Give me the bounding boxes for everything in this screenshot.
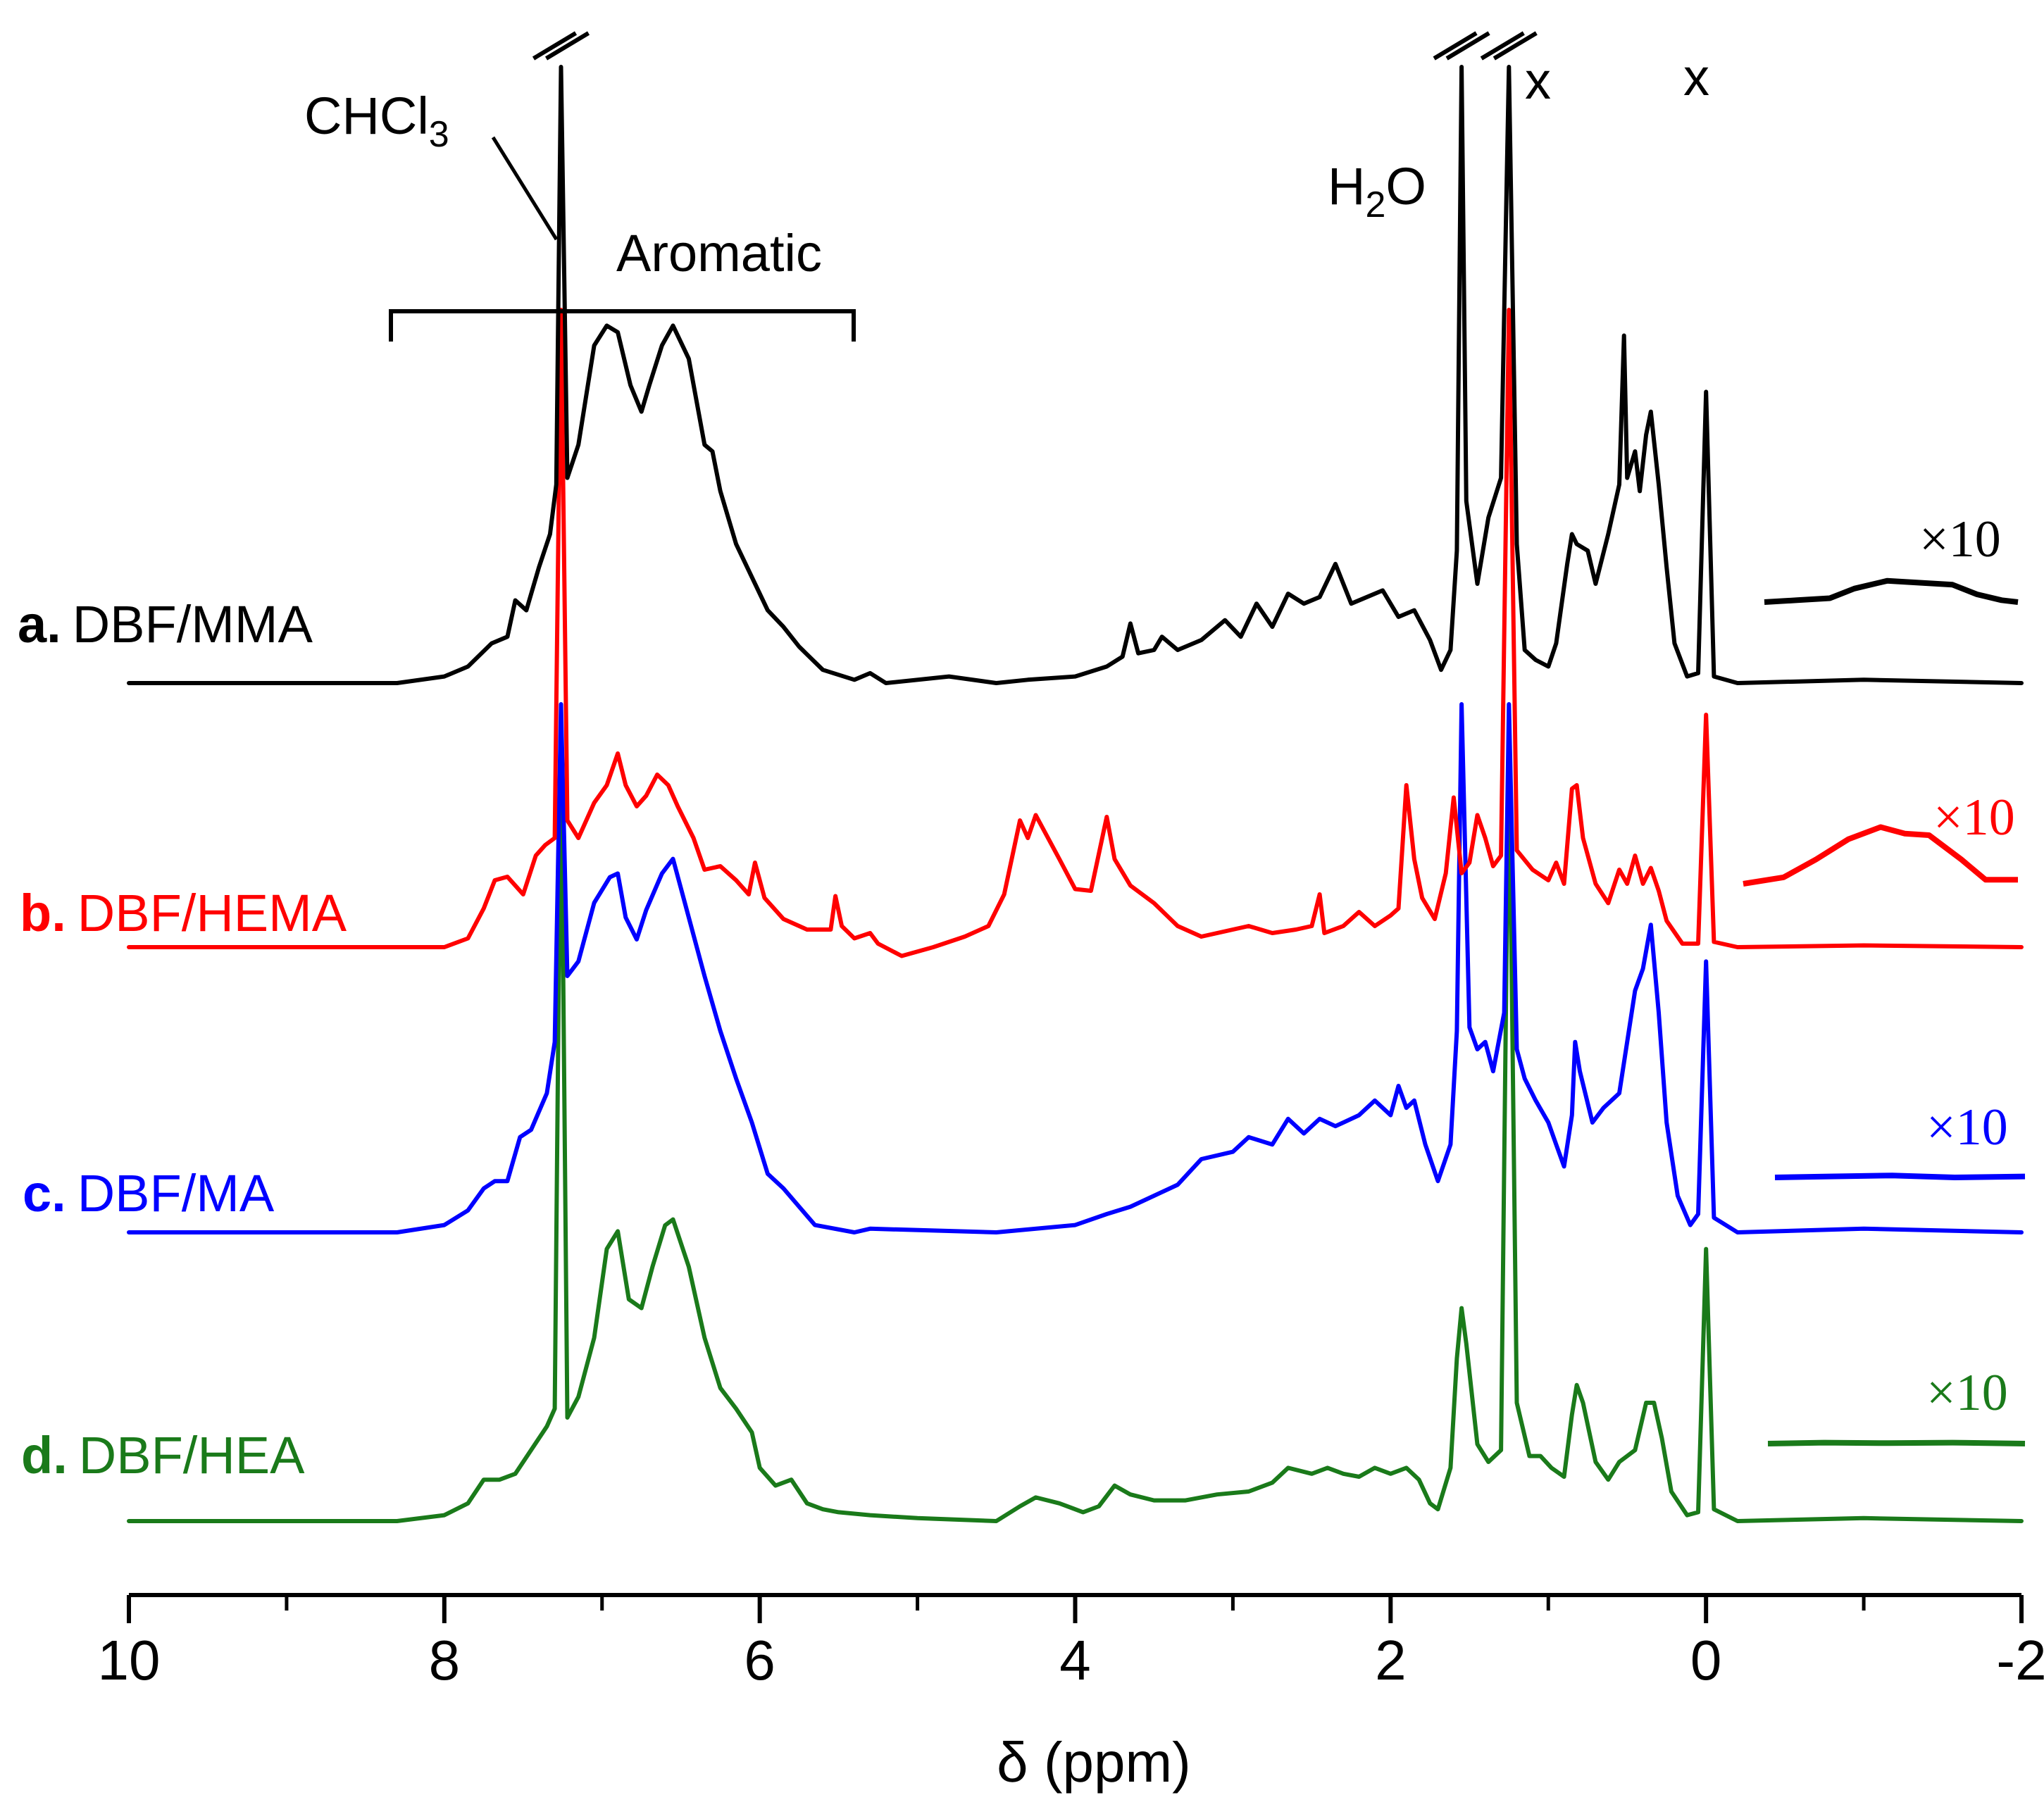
series-name-a: DBF/MMA (73, 595, 313, 654)
impurity-mark-2: x (1683, 48, 1709, 106)
truncation-mark-2-0 (1480, 31, 1525, 61)
aromatic-bracket (389, 309, 856, 342)
x10-insets (1743, 577, 2026, 1446)
series-letter-a: a. (18, 595, 61, 654)
inset-trace-c (1774, 1173, 2026, 1180)
x-tick-label-0: 10 (98, 1629, 161, 1692)
spectrum-trace-d (127, 737, 2024, 1523)
water-label-post: O (1385, 157, 1426, 215)
truncation-marks (532, 31, 1538, 61)
series-letter-d: d. (21, 1426, 68, 1484)
spectrum-trace-c (127, 702, 2024, 1234)
truncation-mark-2-1 (1493, 31, 1538, 61)
spectrum-trace-a (127, 65, 2024, 685)
x-axis: 10 8 6 4 2 0 -2 δ (ppm) (98, 1593, 2044, 1794)
x-tick-label-3: 4 (1059, 1629, 1091, 1692)
series-letter-c: c. (23, 1164, 66, 1223)
truncation-mark-1-1 (1445, 31, 1490, 61)
series-label-d: d. DBF/HEA (21, 1426, 305, 1484)
series-name-b: DBF/HEMA (77, 884, 347, 942)
chcl3-label-base: CHCl (304, 87, 429, 145)
chcl3-leader-line (491, 136, 559, 241)
inset-trace-b (1743, 824, 2018, 887)
inset-trace-d (1767, 1439, 2026, 1446)
spectrum-trace-b (127, 308, 2024, 958)
series-name-c: DBF/MA (77, 1164, 275, 1223)
aromatic-label: Aromatic (616, 224, 822, 282)
x-axis-ticks: 10 8 6 4 2 0 -2 (98, 1595, 2044, 1692)
water-label-pre: H (1328, 157, 1365, 215)
x-tick-label-1: 8 (429, 1629, 461, 1692)
truncation-mark-0-0 (532, 31, 578, 61)
chcl3-label: CHCl3 (304, 87, 449, 155)
inset-label-a: ×10 (1919, 511, 2001, 568)
x-axis-label: δ (ppm) (997, 1731, 1191, 1794)
water-label-sub: 2 (1365, 185, 1385, 225)
x-tick-label-6: -2 (1996, 1629, 2044, 1692)
series-label-c: c. DBF/MA (23, 1164, 275, 1223)
spectra-traces (127, 65, 2024, 1523)
inset-trace-a (1764, 577, 2019, 605)
water-label: H2O (1328, 157, 1426, 225)
x-tick-label-2: 6 (744, 1629, 775, 1692)
truncation-mark-0-1 (544, 31, 590, 61)
inset-label-b: ×10 (1933, 789, 2015, 846)
truncation-mark-1-0 (1433, 31, 1478, 61)
inset-label-c: ×10 (1926, 1099, 2008, 1156)
inset-label-d: ×10 (1926, 1364, 2008, 1422)
impurity-mark-1: x (1525, 51, 1551, 110)
series-label-a: a. DBF/MMA (18, 595, 313, 654)
series-letter-b: b. (20, 884, 66, 942)
series-label-b: b. DBF/HEMA (20, 884, 347, 942)
x-tick-label-5: 0 (1690, 1629, 1722, 1692)
x-tick-label-4: 2 (1375, 1629, 1407, 1692)
chcl3-label-sub: 3 (429, 114, 449, 155)
series-name-d: DBF/HEA (79, 1426, 305, 1484)
